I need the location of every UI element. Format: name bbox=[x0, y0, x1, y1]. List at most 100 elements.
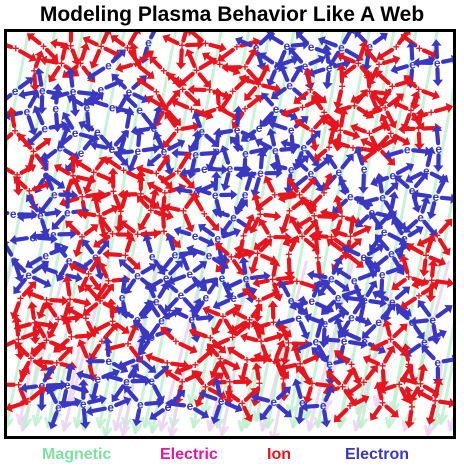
force-arrow bbox=[364, 48, 378, 63]
ion-symbol: + bbox=[68, 330, 75, 344]
force-arrow bbox=[334, 279, 350, 292]
ion: + bbox=[90, 166, 97, 180]
ion-symbol: + bbox=[246, 313, 253, 327]
force-arrow bbox=[13, 277, 27, 295]
force-arrow bbox=[250, 303, 263, 319]
force-arrow bbox=[170, 97, 190, 110]
ion: + bbox=[174, 165, 181, 179]
electron: e bbox=[409, 58, 416, 72]
ion: + bbox=[78, 230, 85, 244]
force-arrow bbox=[53, 338, 70, 353]
ion: + bbox=[387, 126, 394, 140]
electron: e bbox=[308, 40, 315, 54]
force-arrow bbox=[420, 196, 431, 214]
electron-symbol: e bbox=[136, 103, 143, 117]
force-arrow bbox=[278, 64, 290, 83]
ion: + bbox=[408, 400, 415, 414]
force-arrow bbox=[395, 307, 410, 321]
electron: e bbox=[109, 100, 116, 114]
magnetic-field-arrow bbox=[189, 32, 272, 429]
force-arrow bbox=[188, 32, 204, 43]
force-arrow bbox=[413, 172, 428, 189]
force-arrow bbox=[65, 362, 76, 382]
force-arrow bbox=[433, 102, 453, 114]
electron: e bbox=[58, 267, 65, 281]
ion: + bbox=[270, 315, 277, 329]
force-arrow bbox=[250, 392, 271, 403]
force-arrow bbox=[370, 339, 389, 352]
ion-symbol: + bbox=[160, 64, 167, 78]
electron: e bbox=[78, 146, 85, 160]
force-arrow bbox=[51, 112, 63, 133]
force-arrow bbox=[58, 398, 80, 409]
ion: + bbox=[122, 248, 129, 262]
force-arrow bbox=[244, 170, 256, 191]
force-arrow bbox=[368, 297, 387, 308]
electron: e bbox=[188, 312, 195, 326]
electron-symbol: e bbox=[348, 310, 355, 324]
electron-symbol: e bbox=[134, 144, 141, 158]
force-arrow bbox=[229, 320, 248, 334]
force-arrow bbox=[126, 154, 138, 173]
ion-symbol: + bbox=[297, 357, 304, 371]
electron-symbol: e bbox=[37, 208, 44, 222]
force-arrow bbox=[42, 365, 55, 383]
force-arrow bbox=[145, 95, 164, 108]
force-arrow bbox=[431, 124, 443, 146]
electron: e bbox=[94, 372, 101, 386]
electron: e bbox=[177, 288, 184, 302]
ion: + bbox=[297, 357, 304, 371]
force-arrow bbox=[342, 292, 361, 304]
electron-symbol: e bbox=[379, 268, 386, 282]
force-arrow bbox=[111, 73, 127, 90]
electron: e bbox=[234, 123, 241, 137]
force-arrow bbox=[173, 226, 192, 237]
ion-symbol: + bbox=[55, 313, 62, 327]
force-arrow bbox=[183, 213, 195, 233]
force-arrow bbox=[194, 185, 212, 196]
ion: + bbox=[180, 204, 187, 218]
ion: + bbox=[67, 292, 74, 306]
electron: e bbox=[434, 355, 441, 369]
force-arrow bbox=[276, 403, 292, 418]
force-arrow bbox=[184, 90, 201, 107]
force-arrow bbox=[82, 175, 95, 195]
ion-symbol: + bbox=[122, 248, 129, 262]
force-arrow bbox=[295, 32, 310, 45]
force-arrow bbox=[414, 131, 425, 151]
force-arrow bbox=[352, 297, 366, 315]
force-arrow bbox=[160, 326, 175, 341]
electron: e bbox=[270, 395, 277, 409]
force-arrow bbox=[160, 257, 174, 273]
force-arrow bbox=[406, 40, 417, 61]
electron-symbol: e bbox=[187, 399, 194, 413]
force-arrow bbox=[244, 86, 258, 101]
force-arrow bbox=[322, 334, 341, 345]
force-arrow bbox=[364, 256, 381, 273]
electron: e bbox=[256, 121, 263, 135]
force-arrow bbox=[199, 276, 219, 287]
electron-symbol: e bbox=[230, 291, 237, 305]
ion-symbol: + bbox=[256, 376, 263, 390]
electron: e bbox=[145, 36, 152, 50]
electron-symbol: e bbox=[177, 288, 184, 302]
force-arrow bbox=[135, 169, 147, 192]
force-arrow bbox=[392, 323, 408, 339]
force-arrow bbox=[311, 94, 324, 111]
electron: e bbox=[70, 85, 77, 99]
force-arrow bbox=[305, 130, 321, 146]
electron: e bbox=[161, 145, 168, 159]
ion: + bbox=[97, 294, 104, 308]
electron-symbol: e bbox=[24, 105, 31, 119]
force-arrow bbox=[327, 124, 338, 145]
electron: e bbox=[308, 167, 315, 181]
force-arrow bbox=[266, 69, 277, 87]
force-arrow bbox=[65, 67, 76, 88]
force-arrow bbox=[286, 177, 299, 193]
force-arrow bbox=[62, 189, 73, 209]
electron: e bbox=[212, 188, 219, 202]
electron-symbol: e bbox=[206, 249, 213, 263]
ion: + bbox=[174, 123, 181, 137]
force-arrow bbox=[363, 69, 374, 89]
electron: e bbox=[39, 84, 46, 98]
